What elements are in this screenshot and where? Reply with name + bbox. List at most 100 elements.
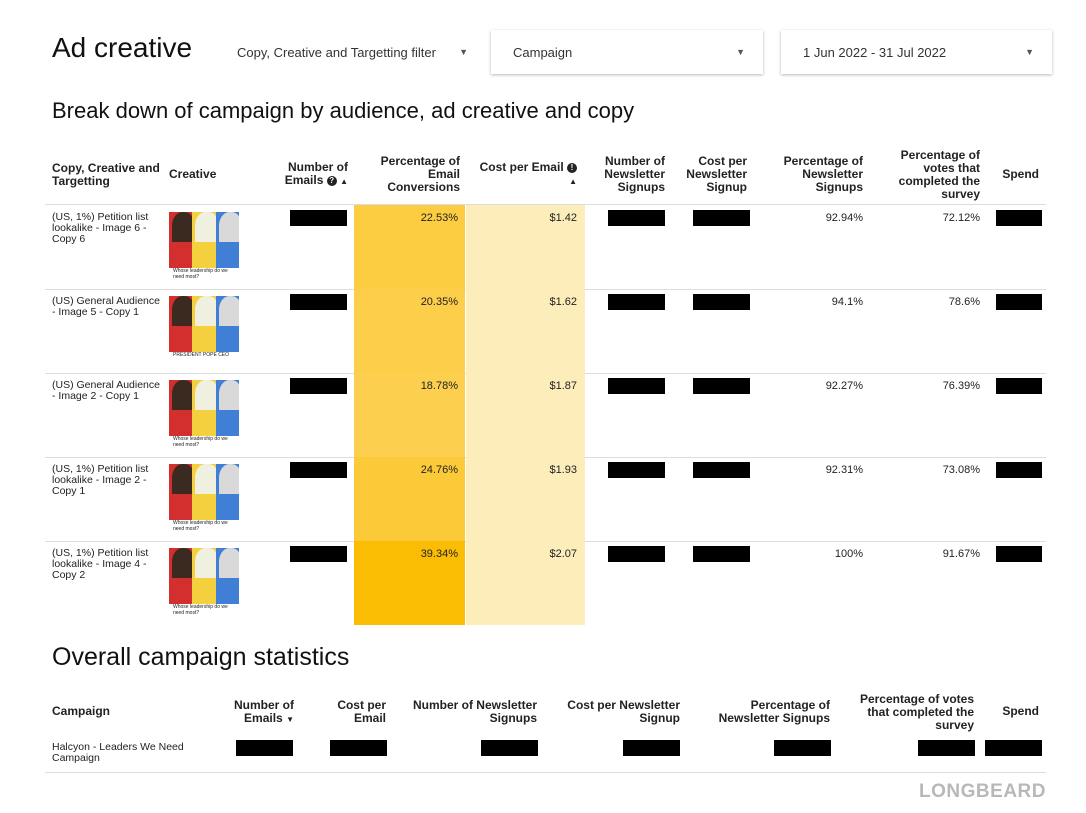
pct-newsletter-signups: 92.27% — [825, 380, 863, 392]
sort-asc-icon[interactable]: ▲ — [569, 177, 577, 186]
heat-cell-bg — [354, 541, 465, 625]
pct-votes-completed: 73.08% — [942, 464, 980, 476]
creative-thumbnail[interactable]: Whose leadership do we need most? — [169, 548, 239, 618]
redacted-value — [693, 294, 750, 310]
filter-label: 1 Jun 2022 - 31 Jul 2022 — [803, 44, 947, 60]
header-pct-votes: Percentage of votes that completed the s… — [898, 148, 980, 201]
creative-thumbnail[interactable]: Whose leadership do we need most? — [169, 380, 239, 450]
creative-caption: Whose leadership do we need most? — [169, 268, 239, 282]
creative-image — [169, 212, 239, 268]
redacted-value — [608, 462, 665, 478]
redacted-value — [608, 294, 665, 310]
info-icon[interactable]: ! — [567, 162, 577, 173]
cost-cell-bg — [466, 541, 585, 625]
page-title: Ad creative — [52, 32, 193, 63]
header-emails[interactable]: Number of Emails ? ▲ — [268, 161, 348, 188]
cost-cell-bg — [466, 373, 585, 457]
redacted-value — [693, 210, 750, 226]
pct-newsletter-signups: 94.1% — [831, 296, 863, 308]
cost-per-email: $1.93 — [549, 464, 577, 476]
cost-per-email: $1.87 — [549, 380, 577, 392]
heat-cell-bg — [354, 373, 465, 457]
header-copy: Copy, Creative and Targetting — [52, 161, 160, 188]
overall-header-pct-votes: Percentage of votes that completed the s… — [859, 692, 974, 732]
creative-image — [169, 296, 239, 352]
creative-thumbnail[interactable]: Whose leadership do we need most? — [169, 212, 239, 282]
cost-cell-bg — [466, 289, 585, 373]
pct-votes-completed: 72.12% — [942, 212, 980, 224]
redacted-value — [623, 740, 680, 756]
sort-asc-icon[interactable]: ▲ — [340, 177, 348, 186]
row-label: (US) General Audience - Image 5 - Copy 1 — [52, 295, 160, 318]
pct-votes-completed: 91.67% — [942, 548, 980, 560]
redacted-value — [608, 210, 665, 226]
row-label: (US) General Audience - Image 2 - Copy 1 — [52, 379, 160, 402]
redacted-value — [774, 740, 831, 756]
creative-caption: Whose leadership do we need most? — [169, 436, 239, 450]
campaign-filter-dropdown[interactable]: Campaign ▼ — [491, 30, 763, 74]
pct-email-conversions: 24.76% — [420, 464, 458, 476]
redacted-value — [996, 210, 1042, 226]
header-creative: Creative — [169, 167, 217, 181]
redacted-value — [481, 740, 538, 756]
redacted-value — [290, 210, 347, 226]
pct-email-conversions: 39.34% — [420, 548, 458, 560]
header-cost-newsletter: Cost per Newsletter Signup — [686, 154, 747, 194]
redacted-value — [330, 740, 387, 756]
overall-header-emails[interactable]: Number of Emails ▼ — [214, 699, 294, 726]
creative-caption: PRESIDENT POPE CEO — [169, 352, 239, 366]
caret-down-icon: ▼ — [1025, 47, 1034, 57]
date-range-dropdown[interactable]: 1 Jun 2022 - 31 Jul 2022 ▼ — [781, 30, 1052, 74]
redacted-value — [236, 740, 293, 756]
row-label: (US, 1%) Petition list lookalike - Image… — [52, 463, 149, 497]
pct-email-conversions: 20.35% — [420, 296, 458, 308]
header-cost-email[interactable]: Cost per Email ! ▲ — [470, 161, 577, 188]
overall-header-pct-newsletter: Percentage of Newsletter Signups — [718, 698, 830, 725]
caret-down-icon: ▼ — [736, 47, 745, 57]
overall-header-cost-email: Cost per Email — [337, 698, 386, 725]
header-divider — [45, 204, 1046, 205]
redacted-value — [608, 546, 665, 562]
overall-header-newsletter: Number of Newsletter Signups — [412, 698, 537, 725]
creative-caption: Whose leadership do we need most? — [169, 520, 239, 534]
overall-header-cost-newsletter: Cost per Newsletter Signup — [567, 698, 680, 725]
overall-header-emails-label: Number of Emails — [234, 698, 294, 725]
redacted-value — [693, 378, 750, 394]
cost-per-email: $1.42 — [549, 212, 577, 224]
redacted-value — [290, 378, 347, 394]
redacted-value — [996, 462, 1042, 478]
help-icon[interactable]: ? — [326, 175, 337, 186]
pct-email-conversions: 18.78% — [420, 380, 458, 392]
caret-down-icon: ▼ — [459, 47, 468, 57]
cost-cell-bg — [466, 205, 585, 289]
header-spend: Spend — [1002, 167, 1039, 181]
pct-email-conversions: 22.53% — [420, 212, 458, 224]
pct-newsletter-signups: 92.31% — [825, 464, 863, 476]
redacted-value — [996, 378, 1042, 394]
header-pct-newsletter: Percentage of Newsletter Signups — [783, 154, 863, 194]
cost-per-email: $2.07 — [549, 548, 577, 560]
pct-newsletter-signups: 92.94% — [825, 212, 863, 224]
row-label: (US, 1%) Petition list lookalike - Image… — [52, 211, 149, 245]
header-emails-label: Number of Emails — [284, 160, 348, 187]
redacted-value — [985, 740, 1042, 756]
breakdown-section-title: Break down of campaign by audience, ad c… — [52, 98, 635, 123]
creative-image — [169, 548, 239, 604]
overall-campaign-name: Halcyon - Leaders We Need Campaign — [52, 741, 184, 764]
brand-logo: LONGBEARD — [919, 781, 1046, 802]
redacted-value — [290, 546, 347, 562]
redacted-value — [290, 294, 347, 310]
heat-cell-bg — [354, 289, 465, 373]
redacted-value — [996, 294, 1042, 310]
redacted-value — [693, 546, 750, 562]
creative-image — [169, 380, 239, 436]
creative-thumbnail[interactable]: Whose leadership do we need most? — [169, 464, 239, 534]
sort-desc-icon[interactable]: ▼ — [286, 715, 294, 724]
redacted-value — [918, 740, 975, 756]
copy-creative-filter-dropdown[interactable]: Copy, Creative and Targetting filter ▼ — [226, 30, 486, 74]
creative-image — [169, 464, 239, 520]
redacted-value — [290, 462, 347, 478]
redacted-value — [996, 546, 1042, 562]
cost-per-email: $1.62 — [549, 296, 577, 308]
creative-thumbnail[interactable]: PRESIDENT POPE CEO — [169, 296, 239, 366]
